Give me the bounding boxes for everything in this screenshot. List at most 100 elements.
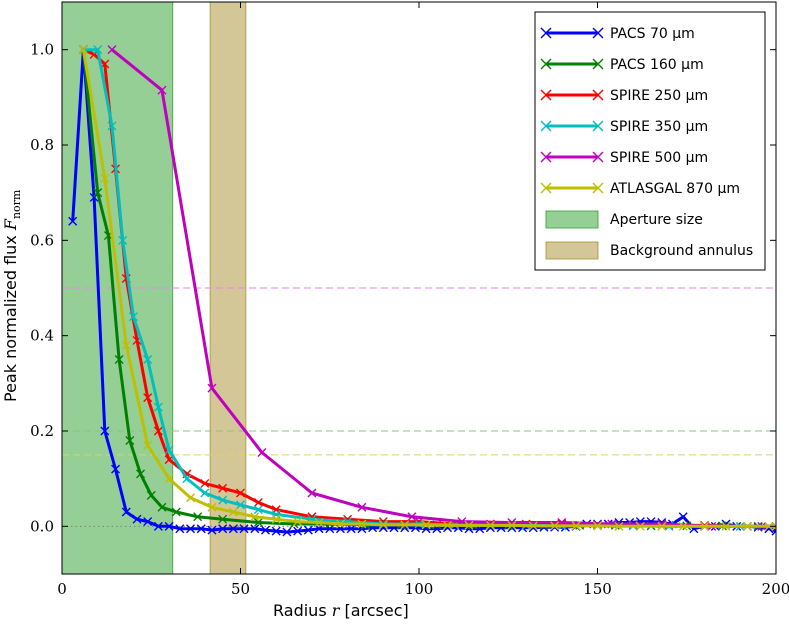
x-tick-label: 50 — [231, 580, 250, 598]
atlasgal-870-um-point — [550, 521, 560, 531]
legend-spire-350-um-marker — [540, 120, 552, 132]
atlasgal-870-um-line — [81, 49, 776, 528]
spire-500-um-point — [407, 512, 417, 522]
legend-atlasgal-870-um-marker — [540, 182, 552, 194]
atlasgal-870-um-point — [421, 520, 431, 530]
spire-500-um-point — [357, 502, 367, 512]
pacs-70-um-point — [186, 524, 196, 534]
legend-background-annulus-label: Background annulus — [610, 243, 753, 259]
axis-ticks: 0 50 100 150 200 0.0 0.2 0.4 0.6 0.8 1.0 — [30, 2, 789, 598]
legend-pacs-70-um-marker — [592, 27, 604, 39]
pacs-70-um-point — [303, 525, 313, 535]
x-axis-label-pre: Radius — [273, 601, 332, 620]
atlasgal-870-um-point — [400, 520, 410, 530]
x-axis-label-post: [arcsec] — [339, 601, 408, 620]
y-tick-label: 0.4 — [30, 327, 54, 345]
pacs-70-um-point — [196, 524, 206, 534]
pacs-70-um-point — [218, 524, 228, 534]
pacs-70-um-point — [164, 521, 174, 531]
legend-pacs-70-um-marker — [540, 27, 552, 39]
spire-350-um-point — [236, 500, 245, 510]
atlasgal-870-um-point — [635, 521, 645, 531]
atlasgal-870-um-point — [485, 520, 495, 530]
legend-pacs-160-um-marker — [592, 58, 604, 70]
y-axis-label-var: F — [1, 218, 20, 231]
spire-350-um-point — [164, 445, 174, 455]
pacs-70-um-point — [175, 524, 185, 534]
spire-350-um-point — [93, 45, 103, 55]
legend-spire-500-um-marker — [540, 151, 552, 163]
legend-pacs-160-um-label: PACS 160 μm — [610, 57, 704, 73]
atlasgal-870-um-point — [614, 521, 624, 531]
atlasgal-870-um-point — [443, 520, 453, 530]
atlasgal-870-um-series — [78, 45, 776, 531]
spire-250-um-point — [153, 426, 163, 436]
atlasgal-870-um-point — [228, 507, 238, 517]
legend-spire-250-um-label: SPIRE 250 μm — [610, 88, 708, 104]
atlasgal-870-um-point — [271, 514, 281, 524]
spire-350-um-point — [118, 235, 128, 245]
pacs-160-um-point — [136, 469, 146, 479]
pacs-70-um-point — [678, 512, 688, 522]
pacs-70-um-point — [121, 507, 131, 517]
spire-500-um-point — [257, 447, 267, 457]
y-tick-label: 0.0 — [30, 517, 54, 535]
atlasgal-870-um-point — [186, 493, 196, 503]
atlasgal-870-um-point — [764, 521, 774, 531]
spire-500-um-point — [157, 85, 167, 95]
spire-350-um-point — [200, 488, 210, 498]
legend-spire-350-um-label: SPIRE 350 μm — [610, 119, 708, 135]
legend-spire-500-um-label: SPIRE 500 μm — [610, 150, 708, 166]
pacs-70-um-point — [207, 525, 217, 535]
atlasgal-870-um-point — [742, 521, 752, 531]
pacs-160-um-point — [218, 514, 228, 524]
x-tick-label: 200 — [762, 580, 789, 598]
legend-pacs-70-um-label: PACS 70 μm — [610, 26, 695, 42]
spire-250-um-point — [253, 498, 263, 507]
legend: PACS 70 μm PACS 160 μm SPIRE 250 μm SPIRE 3… — [534, 11, 766, 271]
y-axis-label-pre: Peak normalized flux — [1, 230, 20, 402]
pacs-70-um-point — [132, 514, 142, 524]
atlasgal-870-um-point — [657, 521, 667, 531]
pacs-160-um-point — [93, 188, 103, 198]
legend-spire-250-um-marker — [540, 89, 552, 101]
legend-atlasgal-870-um-marker — [592, 182, 604, 194]
atlasgal-870-um-point — [721, 521, 731, 531]
atlasgal-870-um-point — [250, 512, 260, 522]
spire-350-um-point — [253, 505, 263, 515]
pacs-70-um-point — [271, 526, 281, 536]
legend-pacs-160-um-marker — [540, 58, 552, 70]
spire-350-um-point — [153, 402, 163, 412]
atlasgal-870-um-point — [293, 517, 303, 527]
pacs-160-um-point — [171, 507, 181, 517]
spire-250-um-point — [236, 488, 245, 498]
legend-background-annulus-swatch — [545, 241, 599, 260]
x-axis-label: Radius r [arcsec] — [273, 601, 409, 620]
y-tick-label: 0.6 — [30, 231, 54, 249]
atlasgal-870-um-point — [700, 521, 710, 531]
pacs-160-um-point — [114, 355, 124, 364]
legend-aperture-size-swatch — [545, 210, 599, 229]
pacs-70-um-point — [293, 526, 303, 536]
atlasgal-870-um-point — [121, 340, 131, 350]
y-axis-label: Peak normalized flux Fnorm — [1, 189, 23, 402]
pacs-70-um-point — [250, 524, 260, 534]
spire-350-um-point — [107, 121, 117, 131]
atlasgal-870-um-point — [164, 474, 174, 484]
atlasgal-870-um-point — [507, 520, 517, 530]
spire-250-um-point — [218, 483, 228, 493]
y-tick-label: 1.0 — [30, 41, 54, 59]
legend-box — [534, 11, 766, 271]
spire-250-um-point — [200, 478, 210, 488]
atlasgal-870-um-point — [593, 521, 602, 531]
atlasgal-870-um-point — [378, 520, 388, 530]
legend-atlasgal-870-um-label: ATLASGAL 870 μm — [610, 181, 740, 197]
pacs-160-um-point — [125, 436, 135, 446]
atlasgal-870-um-point — [771, 521, 776, 531]
x-tick-label: 150 — [583, 580, 612, 598]
x-tick-label: 0 — [57, 580, 67, 598]
legend-spire-500-um-marker — [592, 151, 604, 163]
pacs-70-um-point — [282, 527, 292, 537]
atlasgal-870-um-point — [678, 521, 688, 531]
